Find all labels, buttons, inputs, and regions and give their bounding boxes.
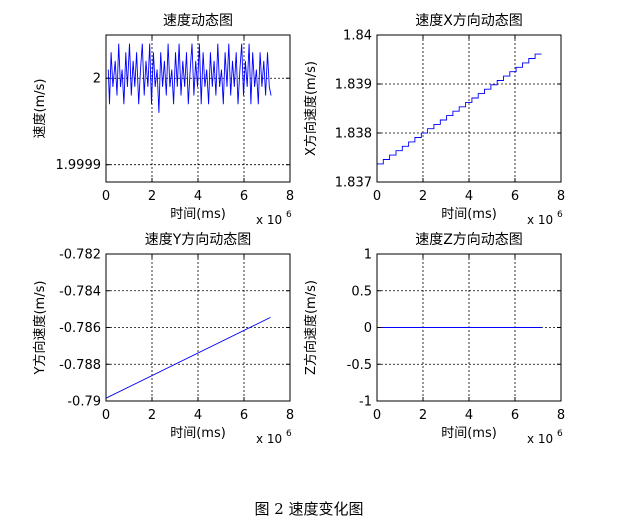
y-tick-label: 1.838 [335,127,372,142]
x-tick-label: 6 [511,189,519,204]
x-axis-label: 时间(ms) [170,426,226,441]
y-tick-label: -0.786 [59,321,101,336]
y-tick-label: -0.782 [59,248,101,263]
x-tick-label: 2 [419,189,427,204]
x-exponent-label: x 10 [256,432,282,446]
x-tick-label: 0 [102,189,110,204]
y-tick-label: -0.79 [67,395,101,410]
x-exponent: 6 [557,429,563,439]
figure-caption: 图 2 速度变化图 [254,500,364,518]
chart-title: 速度Y方向动态图 [145,232,252,248]
x-tick-label: 2 [419,408,427,423]
x-exponent-label: x 10 [256,213,282,227]
x-axis-label: 时间(ms) [441,207,497,222]
x-tick-label: 4 [194,408,202,423]
x-tick-label: 0 [373,408,381,423]
y-tick-label: 0.5 [351,284,372,299]
y-tick-label: 0 [364,321,372,336]
x-axis-label: 时间(ms) [441,426,497,441]
y-tick-label: 1.9999 [56,158,102,173]
x-tick-label: 0 [102,408,110,423]
y-tick-label: -0.788 [59,358,101,373]
x-tick-label: 4 [465,189,473,204]
y-tick-label: 1.84 [343,29,372,44]
chart-title: 速度X方向动态图 [415,13,523,29]
series-line [107,43,272,113]
x-exponent-label: x 10 [527,432,553,446]
chart-title: 速度Z方向动态图 [415,232,523,248]
x-tick-label: 4 [194,189,202,204]
y-tick-label: 2 [93,72,101,87]
x-tick-label: 8 [286,408,294,423]
y-tick-label: 1 [364,248,372,263]
chart-title: 速度动态图 [163,13,233,29]
y-axis-label: 速度(m/s) [32,79,48,139]
y-tick-label: 1.837 [335,176,372,191]
x-tick-label: 2 [148,408,156,423]
x-axis-label: 时间(ms) [170,207,226,222]
x-tick-label: 4 [465,408,473,423]
y-tick-label: -0.784 [59,284,101,299]
x-tick-label: 0 [373,189,381,204]
y-axis-label: Z方向速度(m/s) [303,280,319,375]
series-line [105,316,271,399]
y-tick-label: 1.839 [335,78,372,93]
x-tick-label: 8 [557,408,565,423]
x-exponent: 6 [557,210,563,220]
series-line [377,53,542,165]
y-axis-label: X方向速度(m/s) [303,61,319,156]
x-tick-label: 8 [557,189,565,204]
x-exponent: 6 [286,210,292,220]
x-exponent: 6 [286,429,292,439]
subplot-3: 0 2 4 6 8 -0.79 -0.788 -0.786 -0.784 -0.782 速度Y方向动… [32,232,294,446]
y-tick-label: -1 [359,395,372,410]
x-exponent-label: x 10 [527,213,553,227]
y-tick-label: -0.5 [347,358,372,373]
x-tick-label: 2 [148,189,156,204]
x-tick-label: 8 [286,189,294,204]
x-tick-label: 6 [511,408,519,423]
x-tick-label: 6 [240,408,248,423]
x-tick-label: 6 [240,189,248,204]
y-axis-label: Y方向速度(m/s) [32,281,48,376]
